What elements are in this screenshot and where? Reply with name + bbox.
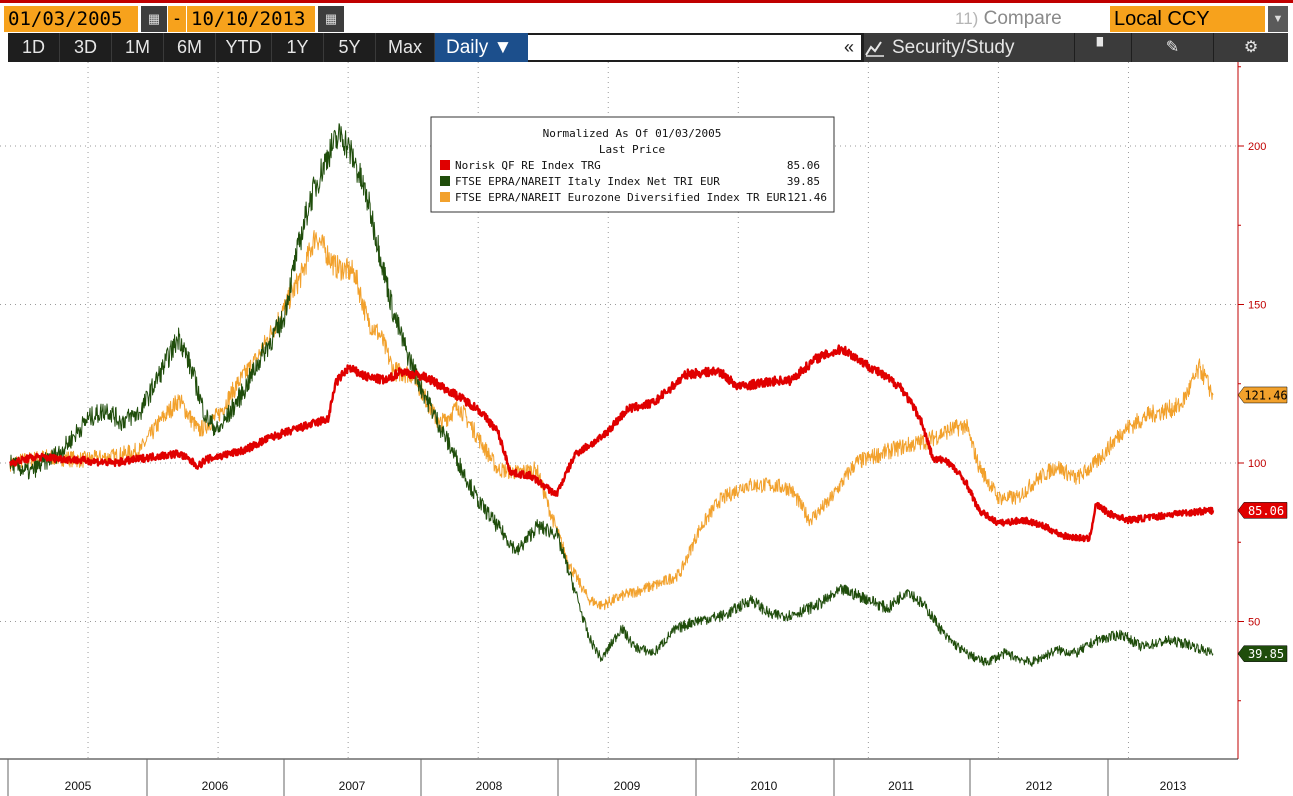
- legend-swatch-norisk: [440, 160, 450, 170]
- x-year-label: 2005: [65, 779, 92, 793]
- security-input[interactable]: [528, 35, 861, 60]
- dropdown-arrow-icon[interactable]: ▼: [1268, 6, 1288, 32]
- chart-grid: [0, 62, 1238, 759]
- legend-value-norisk: 85.06: [787, 159, 820, 172]
- range-6m-button[interactable]: 6M: [164, 33, 216, 62]
- start-date-field[interactable]: 01/03/2005: [4, 6, 138, 32]
- x-axis: 2005 2006 2007 2008 2009 2010 2011 2012 2013: [0, 758, 1238, 796]
- legend-box: [430, 116, 835, 213]
- calendar-icon[interactable]: ▦: [318, 6, 344, 32]
- range-1y-button[interactable]: 1Y: [272, 33, 324, 62]
- range-1m-button[interactable]: 1M: [112, 33, 164, 62]
- calendar-icon[interactable]: ▦: [141, 6, 167, 32]
- range-5y-button[interactable]: 5Y: [324, 33, 376, 62]
- x-year-label: 2010: [751, 779, 778, 793]
- series-group: [9, 123, 1215, 667]
- x-year-label: 2007: [339, 779, 366, 793]
- currency-select[interactable]: Local CCY: [1110, 6, 1265, 32]
- date-separator: -: [168, 6, 186, 32]
- range-3d-button[interactable]: 3D: [60, 33, 112, 62]
- legend: Normalized As Of 01/03/2005 Last Price N…: [430, 116, 835, 213]
- range-max-button[interactable]: Max: [376, 33, 435, 62]
- y-tick-label: 150: [1248, 300, 1266, 312]
- badge-eurozone: 121.46: [1237, 386, 1288, 404]
- compare-number: 11): [955, 9, 979, 28]
- series-italy-line: [9, 123, 1214, 667]
- series-norisk-line: [9, 344, 1215, 543]
- x-year-label: 2011: [888, 779, 914, 793]
- compare-label: Compare: [983, 8, 1062, 29]
- x-year-label: 2006: [202, 779, 229, 793]
- gear-icon[interactable]: ⚙: [1213, 33, 1288, 62]
- security-study-button[interactable]: Security/Study: [864, 33, 1074, 62]
- x-year-label: 2013: [1160, 779, 1187, 793]
- collapse-button[interactable]: «: [843, 37, 854, 57]
- badge-value: 85.06: [1248, 504, 1284, 518]
- badge-shape: [1237, 386, 1288, 404]
- y-tick-label: 100: [1248, 458, 1266, 470]
- range-1d-button[interactable]: 1D: [8, 33, 60, 62]
- badge-value: 39.85: [1248, 647, 1284, 661]
- last-price-badges: 85.06 39.85 121.46: [1237, 386, 1288, 662]
- series-eurozone-line: [9, 230, 1214, 611]
- frequency-select[interactable]: Daily ▼: [435, 33, 528, 62]
- end-date-field[interactable]: 10/10/2013: [187, 6, 315, 32]
- badge-italy: 39.85: [1237, 645, 1288, 662]
- range-toolbar: 1D 3D 1M 6M YTD 1Y 5Y Max Daily ▼ « Secu…: [8, 33, 1288, 62]
- compare-button[interactable]: 11) Compare: [955, 6, 1062, 32]
- security-study-label: Security/Study: [892, 37, 1015, 58]
- legend-label-italy: FTSE EPRA/NAREIT Italy Index Net TRI EUR: [455, 175, 720, 188]
- legend-value-italy: 39.85: [787, 175, 820, 188]
- legend-swatch-eurozone: [440, 192, 450, 202]
- legend-label-eurozone: FTSE EPRA/NAREIT Eurozone Diversified In…: [455, 191, 787, 204]
- badge-value: 121.46: [1244, 388, 1287, 402]
- chart-study-icon: [865, 41, 884, 57]
- y-axis: 50 100 150 200: [1238, 66, 1266, 702]
- edit-icon[interactable]: ✎: [1131, 33, 1213, 62]
- price-chart: 50 100 150 200 Normalized As Of 01/03/2005 …: [0, 62, 1288, 796]
- x-year-label: 2012: [1026, 779, 1053, 793]
- x-year-label: 2008: [476, 779, 503, 793]
- chart-subtitle: Last Price: [599, 143, 665, 156]
- bookmark-icon[interactable]: ▘: [1074, 33, 1131, 62]
- chart-title: Normalized As Of 01/03/2005: [543, 127, 722, 140]
- badge-shape: [1237, 645, 1288, 662]
- badge-shape: [1237, 502, 1288, 519]
- range-ytd-button[interactable]: YTD: [216, 33, 272, 62]
- legend-label-norisk: Norisk QF RE Index TRG: [455, 159, 601, 172]
- legend-swatch-italy: [440, 176, 450, 186]
- badge-norisk: 85.06: [1237, 502, 1288, 519]
- date-toolbar: 01/03/2005 ▦ - 10/10/2013 ▦ 11) Compare …: [0, 0, 1293, 33]
- y-tick-label: 200: [1248, 141, 1266, 153]
- legend-value-eurozone: 121.46: [787, 191, 827, 204]
- y-tick-label: 50: [1248, 617, 1260, 629]
- x-year-label: 2009: [614, 779, 641, 793]
